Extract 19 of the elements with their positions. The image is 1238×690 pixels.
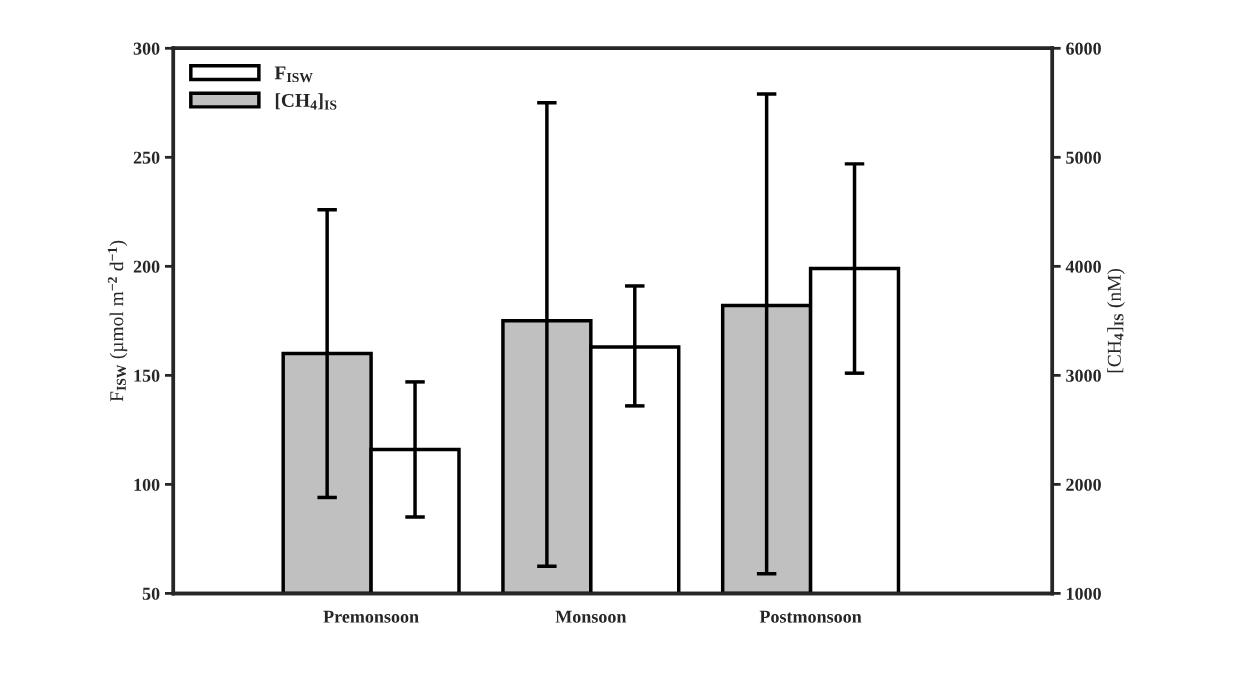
y-tick-label: 300 [133,42,160,55]
y-axis-title: F$_{ISW}$ (µmol m$^{−2}$ d$^{−1}$) [107,240,128,402]
y2-axis-title: [CH$_{4}$]$_{IS}$ (nM) [1107,268,1125,373]
y-tick-label: 200 [133,260,160,273]
y2-tick-label: 5000 [1066,151,1101,164]
y-tick-label: 50 [142,587,160,600]
x-tick-label: Postmonsoon [759,610,862,623]
y-tick-label: 150 [134,369,160,382]
y2-tick-label: 4000 [1065,260,1101,273]
y2-tick-label: 1000 [1066,587,1101,600]
y2-tick-label: 6000 [1066,42,1101,55]
legend-label: [CH$_{4}$]$_{IS}$ [275,93,337,110]
y-tick-label: 100 [134,478,160,491]
x-tick-label: Premonsoon [323,610,419,623]
y2-tick-label: 2000 [1066,478,1101,491]
y-tick-label: 250 [133,151,160,164]
y2-tick-label: 3000 [1066,369,1101,382]
x-tick-label: Monsoon [555,610,627,623]
legend-label: F$_{ISW}$ [274,66,313,83]
